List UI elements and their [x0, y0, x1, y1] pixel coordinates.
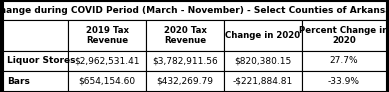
Text: -$221,884.81: -$221,884.81 [233, 77, 293, 86]
Bar [302, 20, 386, 51]
Bar [302, 51, 386, 71]
Text: $654,154.60: $654,154.60 [79, 77, 136, 86]
Bar [3, 1, 386, 20]
Text: $820,380.15: $820,380.15 [234, 56, 291, 65]
Text: 2020 Tax
Revenue: 2020 Tax Revenue [163, 26, 207, 45]
Text: $2,962,531.41: $2,962,531.41 [74, 56, 140, 65]
Bar [3, 51, 68, 71]
Bar [146, 51, 224, 71]
Bar [224, 20, 302, 51]
Bar [3, 20, 68, 51]
Text: Change in 2020: Change in 2020 [225, 31, 300, 40]
Bar [146, 71, 224, 91]
Bar [68, 71, 146, 91]
Bar [68, 51, 146, 71]
Text: 2019 Tax
Revenue: 2019 Tax Revenue [86, 26, 129, 45]
Bar [224, 51, 302, 71]
Text: $432,269.79: $432,269.79 [156, 77, 214, 86]
Text: Bars: Bars [7, 77, 30, 86]
Bar [302, 71, 386, 91]
Bar [68, 20, 146, 51]
Bar [224, 71, 302, 91]
Text: Percent Change in
2020: Percent Change in 2020 [299, 26, 389, 45]
Bar [3, 71, 68, 91]
Text: $3,782,911.56: $3,782,911.56 [152, 56, 218, 65]
Text: Change during COVID Period (March - November) - Select Counties of Arkansas: Change during COVID Period (March - Nove… [0, 6, 389, 15]
Text: 27.7%: 27.7% [329, 56, 358, 65]
Text: -33.9%: -33.9% [328, 77, 360, 86]
Text: Liquor Stores: Liquor Stores [7, 56, 75, 65]
Bar [146, 20, 224, 51]
